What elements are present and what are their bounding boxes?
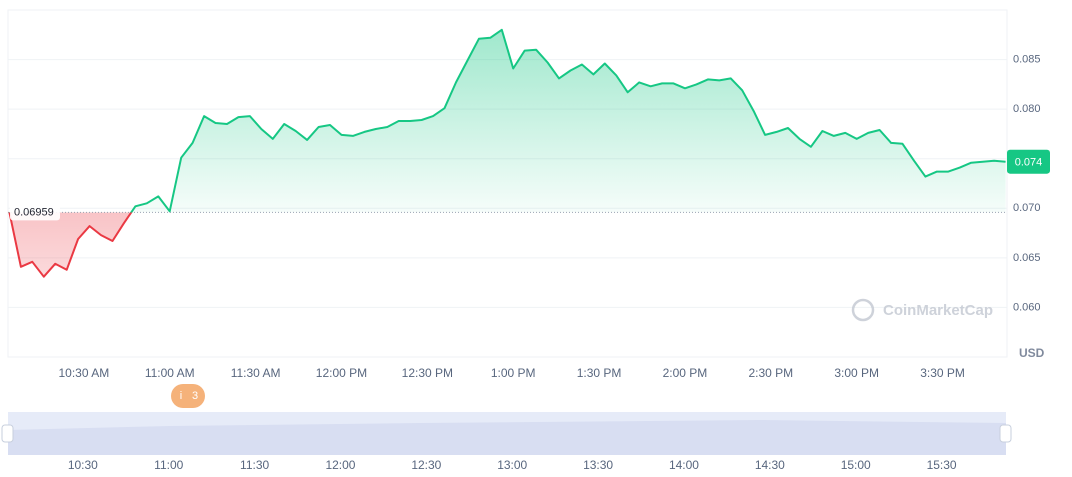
navigator-handle-right[interactable] — [999, 424, 1012, 443]
y-tick-label: 0.070 — [1013, 202, 1041, 214]
navigator-tick-label: 10:30 — [68, 458, 98, 472]
x-tick-label: 3:30 PM — [920, 366, 965, 380]
navigator-tick-label: 14:00 — [669, 458, 699, 472]
x-tick-label: 2:30 PM — [748, 366, 793, 380]
x-tick-label: 12:00 PM — [316, 366, 367, 380]
over-layer: 0.06959 0.074 — [10, 149, 1050, 221]
price-line — [8, 28, 1006, 278]
x-tick-label: 2:00 PM — [663, 366, 708, 380]
y-tick-label: 0.060 — [1013, 301, 1041, 313]
event-marker[interactable]: i 3 — [171, 384, 205, 408]
last-price: 0.074 — [1015, 157, 1043, 169]
watermark: CoinMarketCap — [883, 302, 993, 319]
navigator-tick-label: 14:30 — [755, 458, 785, 472]
baseline-label: 0.06959 — [14, 206, 54, 218]
baseline-label-bg — [10, 203, 60, 221]
x-tick-label: 12:30 PM — [402, 366, 453, 380]
navigator-tick-label: 12:00 — [325, 458, 355, 472]
navigator-tick-label: 11:30 — [240, 458, 269, 472]
x-tick-label: 11:30 AM — [231, 366, 281, 380]
watermark-logo — [851, 298, 875, 322]
plot-frame — [7, 9, 1008, 358]
event-count: 3 — [192, 390, 198, 402]
y-tick-label: 0.080 — [1013, 103, 1041, 115]
navigator-tick-label: 15:00 — [841, 458, 871, 472]
x-tick-label: 10:30 AM — [59, 366, 110, 380]
navigator-handle-left[interactable] — [1, 424, 14, 443]
y-tick-label: 0.085 — [1013, 53, 1041, 65]
event-icon: i — [180, 390, 182, 402]
x-tick-label: 3:00 PM — [834, 366, 879, 380]
navigator-tick-label: 13:00 — [497, 458, 527, 472]
x-tick-label: 11:00 AM — [145, 366, 195, 380]
y-tick-label: 0.065 — [1013, 252, 1041, 264]
watermark-group: CoinMarketCap — [851, 298, 993, 322]
event-marker-pill[interactable] — [171, 384, 205, 408]
navigator-area — [8, 420, 1006, 455]
x-tick-label: 1:30 PM — [577, 366, 622, 380]
navigator-tick-label: 12:30 — [411, 458, 441, 472]
navigator-tick-label: 11:00 — [154, 458, 183, 472]
last-price-badge — [1007, 149, 1050, 174]
x-tick-label: 1:00 PM — [491, 366, 536, 380]
price-area — [9, 29, 1006, 277]
navigator-tick-label: 15:30 — [927, 458, 957, 472]
navigator-tick-label: 13:30 — [583, 458, 613, 472]
y-axis-label: USD — [1019, 346, 1045, 360]
plot-layer — [8, 28, 1007, 278]
